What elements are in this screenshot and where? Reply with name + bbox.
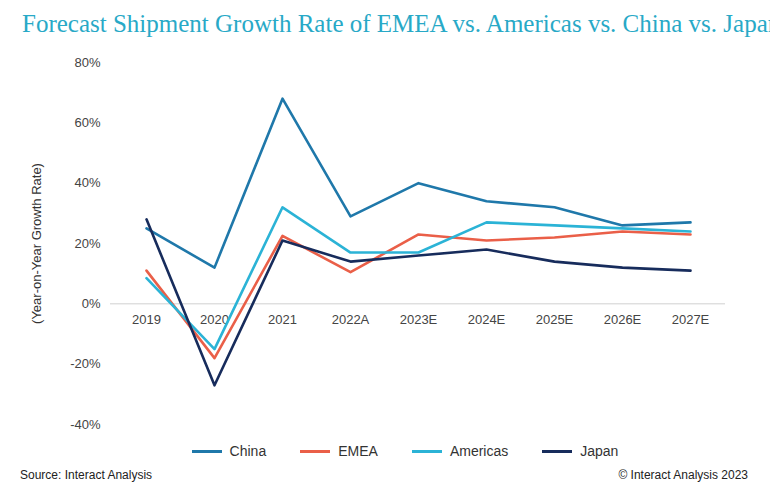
svg-text:40%: 40%: [74, 175, 100, 190]
svg-text:2025E: 2025E: [536, 312, 574, 327]
svg-text:2026E: 2026E: [604, 312, 642, 327]
svg-text:-40%: -40%: [70, 417, 101, 432]
svg-text:0%: 0%: [82, 296, 101, 311]
svg-text:60%: 60%: [74, 115, 100, 130]
svg-text:2022A: 2022A: [332, 312, 370, 327]
svg-text:2020: 2020: [200, 312, 229, 327]
svg-text:20%: 20%: [74, 236, 100, 251]
svg-text:-20%: -20%: [70, 356, 101, 371]
html-text:© Interact Analysis 2023: © Interact Analysis 2023: [618, 468, 748, 482]
svg-text:80%: 80%: [74, 55, 100, 70]
svg-text:2024E: 2024E: [468, 312, 506, 327]
svg-text:(Year-on-Year Growth Rate): (Year-on-Year Growth Rate): [29, 163, 44, 324]
html-text:Source: Interact Analysis: Source: Interact Analysis: [20, 468, 153, 482]
svg-text:2021: 2021: [268, 312, 297, 327]
svg-text:2019: 2019: [132, 312, 161, 327]
html-text:Japan: Japan: [580, 443, 619, 459]
html-text:EMEA: EMEA: [338, 443, 378, 459]
svg-text:2023E: 2023E: [400, 312, 438, 327]
html-text:China: China: [229, 443, 267, 459]
svg-text:2027E: 2027E: [672, 312, 710, 327]
html-text:Americas: Americas: [449, 443, 509, 459]
